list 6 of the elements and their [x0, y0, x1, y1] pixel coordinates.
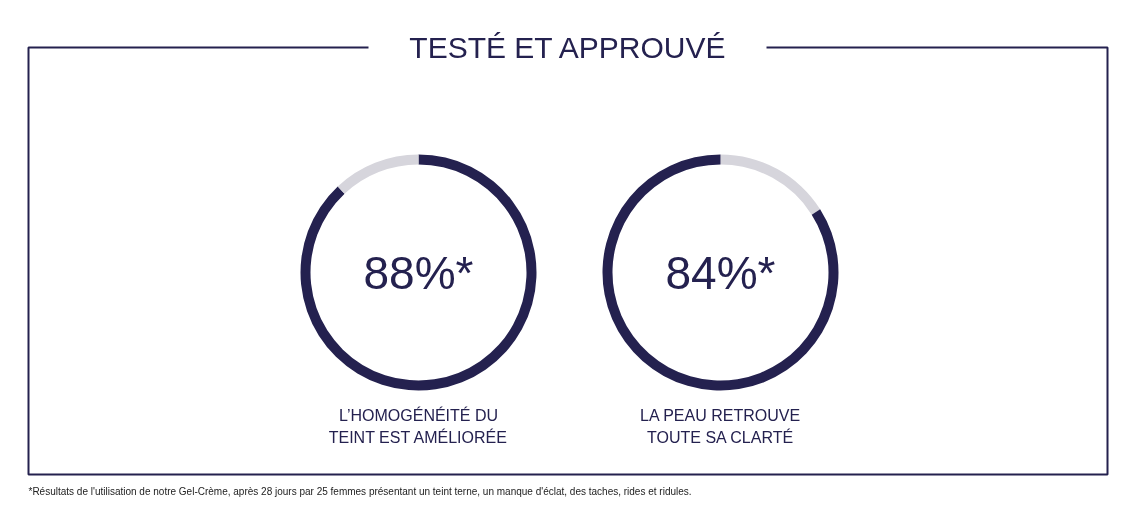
text: LA PEAU RETROUVE TOUTE SA CLARTÉ — [640, 407, 801, 446]
text: 84%* — [665, 246, 776, 299]
text: TESTÉ ET APPROUVÉ — [409, 31, 726, 64]
text: 88%* — [363, 246, 474, 299]
text: L’HOMOGÉNÉITÉ DU TEINT EST AMÉLIORÉE — [328, 406, 507, 446]
text: *Résultats de l'utilisation de notre Gel-Crème, après 28 jours par 25 femmes présentant un teint terne, un manque d'éclat, des taches, rides et ridules. — [28, 486, 692, 497]
